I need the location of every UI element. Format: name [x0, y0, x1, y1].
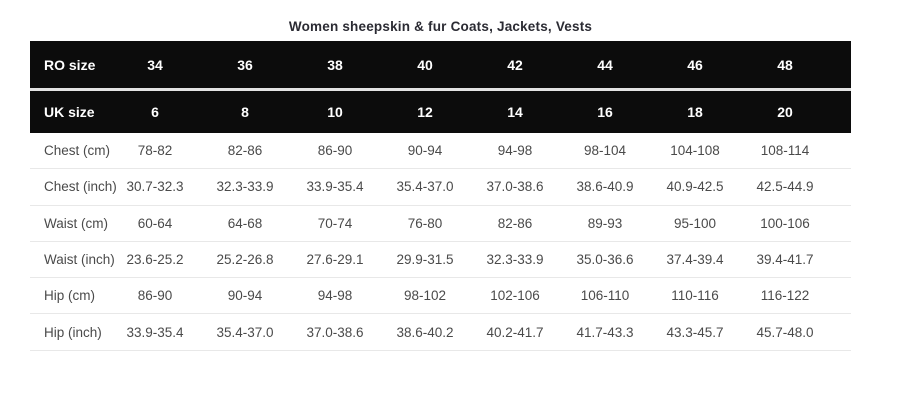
cell: 29.9-31.5 [396, 252, 454, 268]
header-cell: 20 [777, 104, 793, 120]
cell: 40.2-41.7 [486, 324, 544, 340]
header-cell: 6 [151, 104, 159, 120]
cell: 70-74 [317, 215, 353, 231]
cell: 37.0-38.6 [306, 324, 364, 340]
cell: 35.0-36.6 [576, 252, 634, 268]
table-row-waist-cm: Waist (cm) 60-64 64-68 70-74 76-80 82-86… [30, 206, 851, 242]
cell: 37.0-38.6 [486, 179, 544, 195]
cell: 106-110 [580, 288, 630, 304]
size-table: RO size 34 36 38 40 42 44 46 48 UK size … [30, 41, 851, 351]
content-area: Women sheepskin & fur Coats, Jackets, Ve… [30, 0, 851, 351]
cell: 33.9-35.4 [306, 179, 364, 195]
cell: 37.4-39.4 [666, 252, 724, 268]
cell: 100-106 [760, 215, 810, 231]
cell: 39.4-41.7 [756, 252, 814, 268]
table-row-chest-cm: Chest (cm) 78-82 82-86 86-90 90-94 94-98… [30, 133, 851, 170]
cell: 60-64 [137, 215, 173, 231]
table-row-hip-inch: Hip (inch) 33.9-35.4 35.4-37.0 37.0-38.6… [30, 314, 851, 351]
header-cell: 10 [327, 104, 343, 120]
cell: 82-86 [227, 143, 263, 159]
cell: 98-104 [583, 143, 627, 159]
header-cell: 44 [597, 56, 613, 73]
header-row-uk-size: UK size 6 8 10 12 14 16 18 20 [30, 91, 851, 133]
cell: 23.6-25.2 [126, 252, 184, 268]
row-label: Hip (inch) [44, 324, 102, 340]
cell: 32.3-33.9 [486, 252, 544, 268]
header-divider [30, 88, 851, 91]
cell: 27.6-29.1 [306, 252, 364, 268]
cell: 110-116 [671, 288, 719, 304]
cell: 42.5-44.9 [756, 179, 814, 195]
header-cell: 48 [777, 56, 793, 73]
cell: 33.9-35.4 [126, 324, 184, 340]
cell: 82-86 [497, 215, 533, 231]
row-label: Waist (cm) [44, 215, 108, 231]
cell: 90-94 [407, 143, 443, 159]
row-label: Chest (inch) [44, 179, 117, 195]
cell: 32.3-33.9 [216, 179, 274, 195]
cell: 43.3-45.7 [666, 324, 724, 340]
cell: 64-68 [227, 215, 263, 231]
cell: 102-106 [490, 288, 540, 304]
row-label: Waist (inch) [44, 252, 115, 268]
cell: 108-114 [760, 143, 810, 159]
header-cell: 38 [327, 56, 343, 73]
header-cell: 14 [507, 104, 523, 120]
row-label: UK size [44, 104, 95, 120]
cell: 94-98 [497, 143, 533, 159]
cell: 94-98 [317, 288, 353, 304]
cell: 104-108 [670, 143, 720, 159]
cell: 38.6-40.2 [396, 324, 454, 340]
cell: 89-93 [587, 215, 623, 231]
header-cell: 18 [687, 104, 703, 120]
cell: 95-100 [673, 215, 717, 231]
header-cell: 46 [687, 56, 703, 73]
cell: 25.2-26.8 [216, 252, 274, 268]
cell: 41.7-43.3 [576, 324, 634, 340]
table-row-hip-cm: Hip (cm) 86-90 90-94 94-98 98-102 102-10… [30, 278, 851, 315]
header-cell: 42 [507, 56, 523, 73]
header-cell: 8 [241, 104, 249, 120]
cell: 35.4-37.0 [396, 179, 454, 195]
cell: 35.4-37.0 [216, 324, 274, 340]
header-row-ro-size: RO size 34 36 38 40 42 44 46 48 [30, 41, 851, 88]
header-cell: 16 [597, 104, 613, 120]
cell: 116-122 [760, 288, 810, 304]
row-label: Chest (cm) [44, 143, 111, 159]
cell: 76-80 [407, 215, 443, 231]
cell: 98-102 [403, 288, 447, 304]
cell: 86-90 [137, 288, 173, 304]
header-cell: 12 [417, 104, 433, 120]
cell: 30.7-32.3 [126, 179, 184, 195]
header-cell: 34 [147, 56, 163, 73]
table-row-waist-inch: Waist (inch) 23.6-25.2 25.2-26.8 27.6-29… [30, 242, 851, 279]
cell: 86-90 [317, 143, 353, 159]
cell: 40.9-42.5 [666, 179, 724, 195]
cell: 38.6-40.9 [576, 179, 634, 195]
header-cell: 36 [237, 56, 253, 73]
cell: 45.7-48.0 [756, 324, 814, 340]
cell: 90-94 [227, 288, 263, 304]
header-cell: 40 [417, 56, 433, 73]
table-row-chest-inch: Chest (inch) 30.7-32.3 32.3-33.9 33.9-35… [30, 169, 851, 206]
cell: 78-82 [137, 143, 173, 159]
row-label: Hip (cm) [44, 288, 95, 304]
row-label: RO size [44, 56, 96, 73]
page-title: Women sheepskin & fur Coats, Jackets, Ve… [288, 19, 593, 34]
